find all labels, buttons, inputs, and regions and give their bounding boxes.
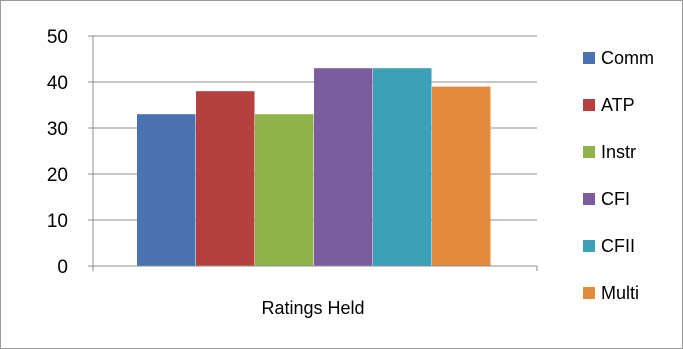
bar-multi — [432, 86, 491, 266]
legend-label-comm: Comm — [601, 48, 654, 68]
y-tick-label: 0 — [57, 257, 68, 278]
axes — [88, 35, 538, 271]
legend-label-instr: Instr — [601, 142, 636, 162]
bar-comm — [137, 114, 196, 266]
bar-cfi — [314, 68, 373, 266]
legend-swatch-comm — [583, 52, 595, 64]
legend-label-atp: ATP — [601, 95, 635, 115]
legend-swatch-cfi — [583, 193, 595, 205]
legend-swatch-cfii — [583, 240, 595, 252]
y-tick-label: 40 — [47, 73, 68, 94]
bar-instr — [255, 114, 314, 266]
bars — [137, 68, 491, 266]
y-tick-label: 20 — [47, 165, 68, 186]
legend-swatch-instr — [583, 146, 595, 158]
legend-swatch-multi — [583, 287, 595, 299]
y-tick-label: 10 — [47, 211, 68, 232]
y-tick-labels: 0 10 20 30 40 50 — [47, 27, 68, 278]
bar-atp — [196, 91, 255, 266]
legend-label-cfii: CFII — [601, 236, 635, 256]
bar-cfii — [373, 68, 432, 266]
legend-label-cfi: CFI — [601, 189, 630, 209]
legend-label-multi: Multi — [601, 283, 639, 303]
y-tick-label: 50 — [47, 27, 68, 48]
legend-swatch-atp — [583, 99, 595, 111]
x-axis-label: Ratings Held — [261, 298, 364, 318]
legend: Comm ATP Instr CFI CFII Multi — [583, 48, 654, 303]
y-tick-label: 30 — [47, 119, 68, 140]
